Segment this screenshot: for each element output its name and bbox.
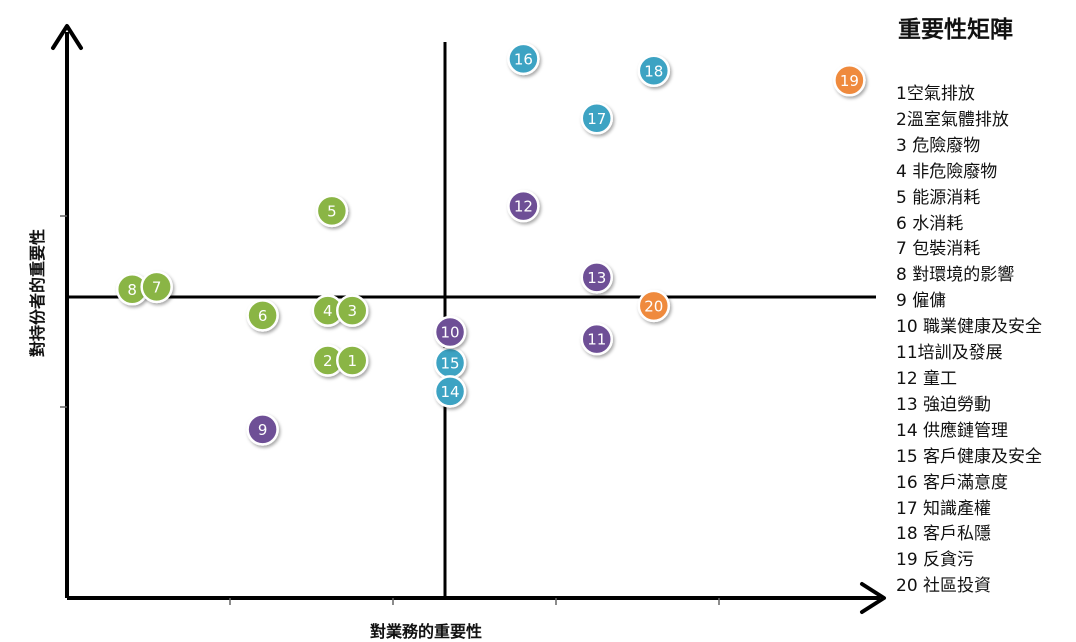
point-3: 3 <box>336 294 369 327</box>
legend-item-18: 18 客戶私隱 <box>896 524 992 545</box>
point-5-marker <box>315 194 349 228</box>
point-11-marker <box>580 322 613 356</box>
point-20-marker <box>637 289 671 323</box>
point-18-label: 18 <box>644 62 663 80</box>
point-10-label: 10 <box>441 324 460 342</box>
point-12: 12 <box>507 189 540 223</box>
legend-item-12: 12 童工 <box>896 368 958 389</box>
point-9: 9 <box>246 413 279 446</box>
legend-item-15: 15 客戶健康及安全 <box>896 446 1043 467</box>
point-17-marker <box>580 102 613 135</box>
legend-item-9: 9 僱傭 <box>896 291 947 312</box>
point-16-marker <box>507 42 540 76</box>
point-9-marker <box>246 413 279 446</box>
legend-item-16: 16 客戶滿意度 <box>896 472 1009 493</box>
point-3-label: 3 <box>347 302 357 320</box>
legend-item-20: 20 社區投資 <box>896 576 992 597</box>
point-13: 13 <box>580 261 613 294</box>
point-15-label: 15 <box>441 354 460 372</box>
point-6-label: 6 <box>258 307 268 325</box>
chart-title: 重要性矩陣 <box>898 17 1013 43</box>
point-7: 7 <box>140 270 173 304</box>
legend-item-2: 2溫室氣體排放 <box>896 109 1009 130</box>
point-7-marker <box>140 270 173 304</box>
legend-item-3: 3 危險廢物 <box>896 135 981 156</box>
point-16: 16 <box>507 42 540 76</box>
point-20: 20 <box>637 289 671 323</box>
legend-item-5: 5 能源消耗 <box>896 187 981 208</box>
legend-item-14: 14 供應鏈管理 <box>896 420 1009 441</box>
legend-item-17: 17 知識產權 <box>896 498 992 519</box>
point-13-label: 13 <box>587 269 606 287</box>
point-11: 11 <box>580 322 613 356</box>
point-19: 19 <box>833 64 866 97</box>
point-7-label: 7 <box>152 278 162 296</box>
point-16-label: 16 <box>514 50 533 68</box>
y-axis-label: 對持份者的重要性 <box>28 228 47 358</box>
point-1-label: 1 <box>347 352 357 370</box>
point-3-marker <box>336 294 369 327</box>
point-19-marker <box>833 64 866 97</box>
x-axis-arrow <box>860 582 886 614</box>
point-17-label: 17 <box>587 110 606 128</box>
point-9-label: 9 <box>258 421 268 439</box>
legend-item-13: 13 強迫勞動 <box>896 394 992 415</box>
point-12-marker <box>507 189 540 223</box>
y-axis-arrow <box>51 24 83 50</box>
point-19-label: 19 <box>840 72 859 90</box>
point-10: 10 <box>433 315 467 349</box>
point-2-label: 2 <box>323 352 333 370</box>
point-14-marker <box>433 375 467 408</box>
point-17: 17 <box>580 102 613 135</box>
point-4-label: 4 <box>323 302 333 320</box>
legend-item-10: 10 職業健康及安全 <box>896 317 1043 338</box>
point-14: 14 <box>433 375 467 408</box>
point-10-marker <box>433 315 467 349</box>
point-5: 5 <box>315 194 349 228</box>
legend: 1空氣排放 2溫室氣體排放 3 危險廢物 4 非危險廢物 5 能源消耗 6 水消耗 7 包裝… <box>896 82 1042 600</box>
point-20-label: 20 <box>644 297 663 315</box>
legend-item-19: 19 反貪污 <box>896 550 975 571</box>
legend-item-1: 1空氣排放 <box>896 84 975 104</box>
legend-item-6: 6 水消耗 <box>896 213 964 234</box>
legend-item-7: 7 包裝消耗 <box>896 239 981 260</box>
legend-item-11: 11培訓及發展 <box>896 343 1003 364</box>
point-14-label: 14 <box>441 383 460 401</box>
point-6-marker <box>246 299 279 332</box>
point-18: 18 <box>637 54 671 87</box>
legend-item-4: 4 非危險廢物 <box>896 161 998 182</box>
point-8-label: 8 <box>127 281 137 299</box>
point-11-label: 11 <box>587 331 606 349</box>
point-1: 1 <box>336 344 369 377</box>
x-axis-label: 對業務的重要性 <box>370 622 483 641</box>
point-5-label: 5 <box>327 202 337 220</box>
point-1-marker <box>336 344 369 377</box>
legend-item-8: 8 對環境的影響 <box>896 265 1015 286</box>
point-18-marker <box>637 54 671 87</box>
point-13-marker <box>580 261 613 294</box>
point-12-label: 12 <box>514 198 533 216</box>
point-15: 15 <box>433 346 467 380</box>
point-6: 6 <box>246 299 279 332</box>
